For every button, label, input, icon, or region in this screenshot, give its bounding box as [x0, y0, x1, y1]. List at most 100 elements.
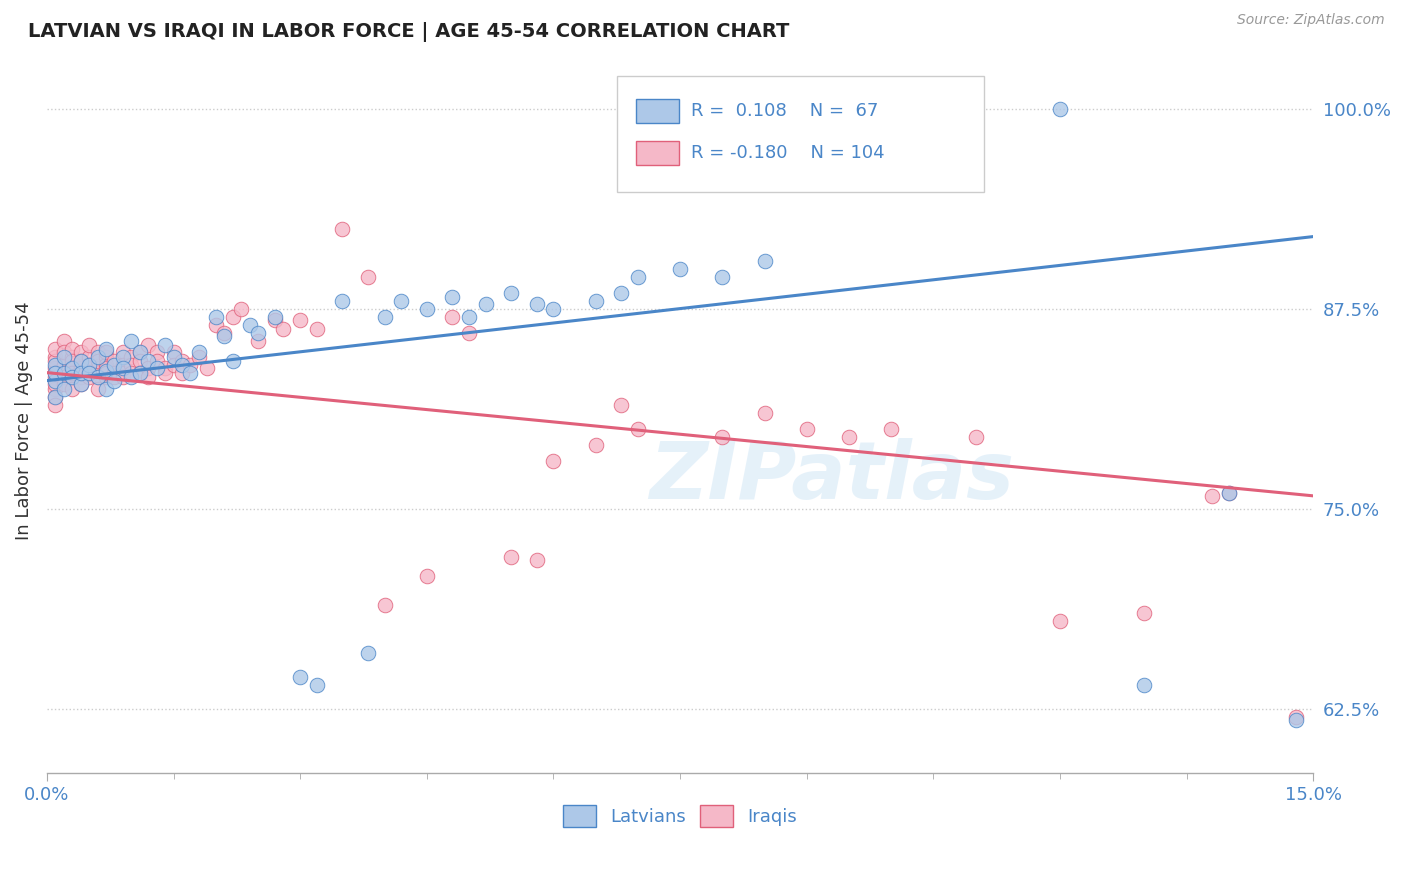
Point [136, 360, 159, 375]
Point [60, 354, 83, 368]
Text: LATVIAN VS IRAQI IN LABOR FORCE | AGE 45-54 CORRELATION CHART: LATVIAN VS IRAQI IN LABOR FORCE | AGE 45… [28, 22, 790, 42]
Point [60, 366, 83, 380]
Point [60, 370, 83, 384]
Point [77, 366, 100, 380]
Point [880, 422, 903, 436]
Point [374, 310, 396, 324]
Point [1218, 485, 1240, 500]
Point [153, 338, 176, 352]
Point [44, 360, 66, 375]
Point [69, 354, 91, 368]
Point [441, 290, 464, 304]
Point [136, 370, 159, 384]
Point [77, 338, 100, 352]
FancyBboxPatch shape [636, 99, 679, 123]
Point [128, 354, 150, 368]
Point [60, 382, 83, 396]
Point [170, 366, 193, 380]
Point [1285, 713, 1308, 727]
Point [162, 350, 184, 364]
Point [52, 370, 75, 384]
Point [221, 354, 243, 368]
Point [77, 370, 100, 384]
Point [246, 326, 269, 340]
Point [627, 269, 650, 284]
Point [94, 360, 117, 375]
Point [60, 360, 83, 375]
Point [1133, 606, 1156, 620]
Point [501, 285, 523, 300]
Point [162, 358, 184, 372]
Point [60, 370, 83, 384]
Point [52, 382, 75, 396]
Point [610, 285, 633, 300]
Point [458, 326, 481, 340]
Text: R = -0.180    N = 104: R = -0.180 N = 104 [692, 144, 886, 162]
Point [965, 102, 987, 116]
Point [44, 390, 66, 404]
Point [60, 342, 83, 356]
Point [111, 366, 134, 380]
Point [501, 549, 523, 564]
Point [305, 678, 328, 692]
Point [111, 370, 134, 384]
Legend: Latvians, Iraqis: Latvians, Iraqis [555, 797, 804, 834]
Point [374, 598, 396, 612]
Point [69, 370, 91, 384]
Point [120, 334, 142, 348]
Point [179, 366, 201, 380]
Point [44, 366, 66, 380]
Point [69, 344, 91, 359]
Point [204, 310, 226, 324]
Point [120, 358, 142, 372]
Point [44, 374, 66, 388]
Point [120, 350, 142, 364]
Point [52, 376, 75, 391]
Point [128, 366, 150, 380]
Point [44, 354, 66, 368]
Point [44, 342, 66, 356]
FancyBboxPatch shape [617, 76, 984, 192]
Point [880, 102, 903, 116]
Point [52, 334, 75, 348]
Point [170, 358, 193, 372]
Point [52, 344, 75, 359]
Point [120, 370, 142, 384]
Point [357, 646, 380, 660]
Point [796, 422, 818, 436]
Point [195, 360, 218, 375]
Point [543, 301, 565, 316]
Point [526, 297, 548, 311]
Point [271, 322, 294, 336]
Point [69, 366, 91, 380]
Point [170, 354, 193, 368]
Point [86, 354, 108, 368]
Point [44, 370, 66, 384]
Point [94, 358, 117, 372]
Point [145, 360, 167, 375]
Point [69, 376, 91, 391]
Point [60, 350, 83, 364]
Point [1049, 102, 1071, 116]
Point [263, 310, 285, 324]
Point [416, 569, 439, 583]
Text: R =  0.108    N =  67: R = 0.108 N = 67 [692, 102, 879, 120]
Point [60, 360, 83, 375]
Y-axis label: In Labor Force | Age 45-54: In Labor Force | Age 45-54 [15, 301, 32, 540]
Point [86, 344, 108, 359]
Point [44, 376, 66, 391]
Point [52, 358, 75, 372]
Point [52, 366, 75, 380]
Point [585, 293, 607, 308]
Point [162, 344, 184, 359]
Point [77, 350, 100, 364]
Point [288, 313, 311, 327]
Point [86, 382, 108, 396]
Point [128, 366, 150, 380]
Point [103, 374, 125, 388]
Point [103, 358, 125, 372]
Point [246, 334, 269, 348]
Point [52, 366, 75, 380]
Point [627, 422, 650, 436]
Point [128, 344, 150, 359]
